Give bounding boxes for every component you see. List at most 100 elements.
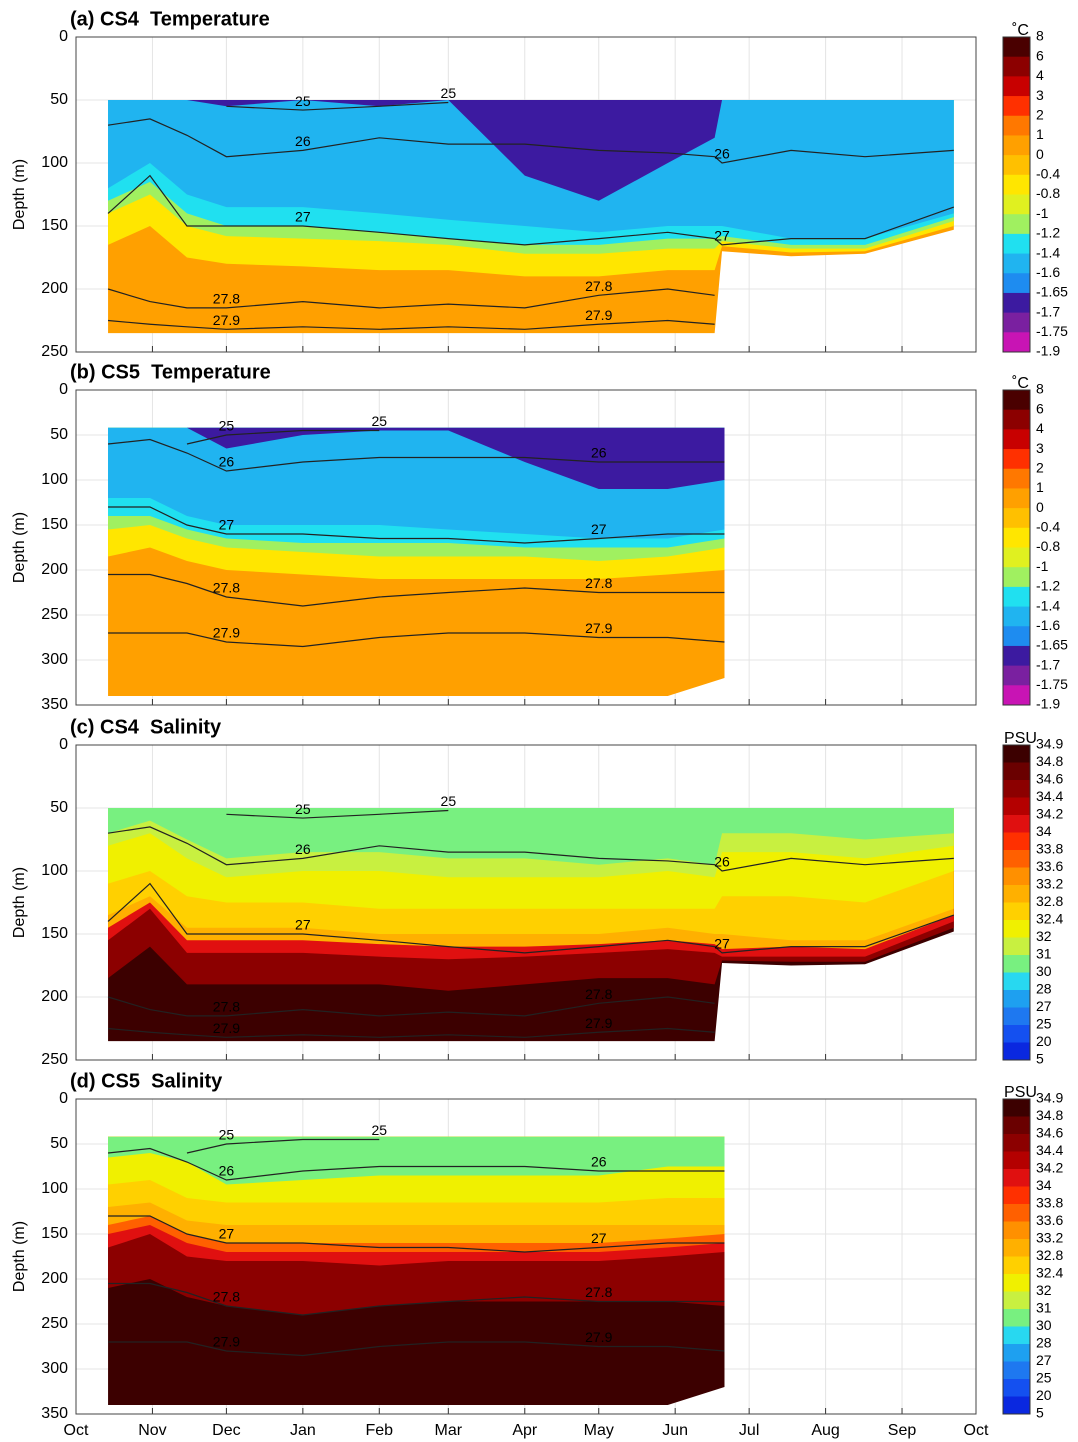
- colorbar-label: -1.65: [1036, 284, 1068, 300]
- colorbar-label: -1.9: [1036, 696, 1060, 712]
- contour-line: [108, 1341, 725, 1357]
- colorbar-unit: PSU: [1004, 730, 1037, 747]
- y-tick-label: 0: [59, 1090, 68, 1107]
- colorbar-segment: [1003, 56, 1030, 77]
- colorbar-segment: [1003, 1151, 1030, 1170]
- colorbar-label: 34.9: [1036, 1090, 1063, 1106]
- colorbar-segment: [1003, 832, 1030, 851]
- contour-label: 27.9: [213, 625, 240, 641]
- contour-label: 26: [591, 1154, 607, 1170]
- colorbar-label: 33.6: [1036, 1212, 1063, 1228]
- colorbar-segment: [1003, 547, 1030, 568]
- contour-label: 27.8: [585, 986, 612, 1002]
- depth-layer: [108, 808, 954, 865]
- colorbar-segment: [1003, 468, 1030, 489]
- colorbar-segment: [1003, 815, 1030, 833]
- y-tick-label: 150: [41, 1225, 68, 1242]
- contour-label: 27.9: [585, 307, 612, 323]
- colorbar-segment: [1003, 76, 1030, 97]
- contour-label: 27.9: [213, 312, 240, 328]
- contour-label: 27.9: [585, 620, 612, 636]
- colorbar-segment: [1003, 312, 1030, 333]
- colorbar-segment: [1003, 37, 1030, 58]
- colorbar-segment: [1003, 332, 1030, 353]
- colorbar-segment: [1003, 174, 1030, 195]
- colorbar-segment: [1003, 780, 1030, 798]
- y-tick-label: 250: [41, 606, 68, 623]
- colorbar-segment: [1003, 1204, 1030, 1222]
- colorbar-label: 33.8: [1036, 1195, 1063, 1211]
- colorbar-segment: [1003, 1326, 1030, 1345]
- colorbar-segment: [1003, 508, 1030, 529]
- colorbar-segment: [1003, 194, 1030, 215]
- colorbar-label: 34.9: [1036, 736, 1063, 752]
- contour-label: 27.8: [585, 575, 612, 591]
- contour-label: 25: [371, 413, 387, 429]
- contour-label: 27.9: [213, 1020, 240, 1036]
- colorbar-label: 6: [1036, 47, 1044, 63]
- colorbar-segment: [1003, 1361, 1030, 1380]
- contour-label: 25: [441, 85, 457, 101]
- colorbar-label: -1.7: [1036, 656, 1060, 672]
- colorbar-label: -1.2: [1036, 225, 1060, 241]
- contour-line: [107, 118, 954, 164]
- contour-line: [107, 288, 715, 309]
- colorbar-label: 30: [1036, 963, 1052, 979]
- colorbar-frame: [1002, 389, 1031, 706]
- y-tick-label: 350: [41, 1405, 68, 1422]
- colorbar-segment: [1003, 606, 1030, 627]
- colorbar-label: -1.75: [1036, 676, 1068, 692]
- colorbar-label: 34.8: [1036, 1107, 1063, 1123]
- contour-line: [226, 101, 449, 111]
- contour-label: 27: [219, 1226, 235, 1242]
- colorbar-label: 34.4: [1036, 788, 1063, 804]
- y-tick-label: 200: [41, 1270, 68, 1287]
- plot-frame: [75, 744, 977, 1061]
- colorbar-label: 28: [1036, 1335, 1052, 1351]
- colorbar-segment: [1003, 645, 1030, 667]
- y-axis-label: Depth (m): [11, 867, 28, 938]
- contour-label: 26: [714, 146, 730, 162]
- colorbar-label: -0.8: [1036, 185, 1060, 201]
- colorbar-label: 8: [1036, 381, 1044, 397]
- colorbar-label: 34: [1036, 1177, 1052, 1193]
- contour-line: [186, 429, 380, 445]
- colorbar-label: -1: [1036, 205, 1049, 221]
- colorbar-label: -1.75: [1036, 323, 1068, 339]
- x-tick-label: Oct: [964, 1422, 989, 1439]
- colorbar-label: 25: [1036, 1016, 1052, 1032]
- plot-frame: [75, 36, 977, 353]
- colorbar-label: 20: [1036, 1033, 1052, 1049]
- colorbar-segment: [1003, 1239, 1030, 1257]
- colorbar-segment: [1003, 1396, 1030, 1415]
- colorbar-label: -1.7: [1036, 303, 1060, 319]
- depth-layer: [108, 1136, 725, 1185]
- x-tick-label: Jan: [290, 1422, 316, 1439]
- colorbar-segment: [1003, 665, 1030, 686]
- y-tick-label: 200: [41, 988, 68, 1005]
- depth-layer: [108, 100, 954, 201]
- colorbar-label: 2: [1036, 106, 1044, 122]
- y-axis-label: Depth (m): [11, 1221, 28, 1292]
- colorbar-label: 2: [1036, 459, 1044, 475]
- colorbar-label: 34: [1036, 823, 1052, 839]
- colorbar-label: -0.4: [1036, 519, 1060, 535]
- colorbar-segment: [1003, 1186, 1030, 1205]
- contour-label: 27: [591, 521, 607, 537]
- y-tick-label: 0: [59, 736, 68, 753]
- plot-frame: [75, 1098, 977, 1415]
- contour-line: [107, 438, 725, 472]
- depth-layer: [108, 427, 725, 489]
- colorbar-segment: [1003, 135, 1030, 156]
- colorbar-segment: [1003, 253, 1030, 274]
- colorbar-unit: PSU: [1004, 1084, 1037, 1101]
- contour-label: 27.8: [213, 999, 240, 1015]
- colorbar-segment: [1003, 1274, 1030, 1292]
- panel-title: (b) CS5 Temperature: [70, 361, 271, 383]
- contour-line: [107, 1147, 725, 1181]
- colorbar-segment: [1003, 1099, 1030, 1117]
- contour-line: [108, 1027, 715, 1038]
- colorbar-segment: [1003, 902, 1030, 921]
- y-tick-label: 300: [41, 1360, 68, 1377]
- colorbar-label: 28: [1036, 981, 1052, 997]
